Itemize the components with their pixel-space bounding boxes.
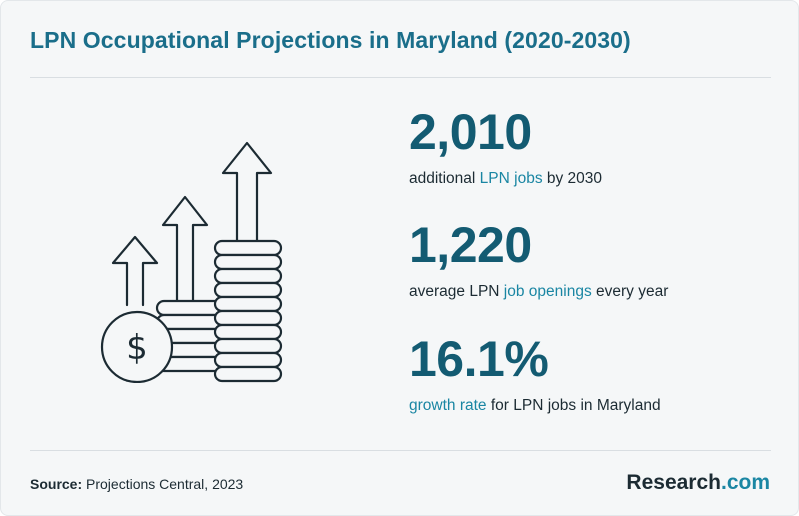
stat-value: 16.1% (409, 331, 549, 387)
highlight-text: job openings (503, 283, 592, 300)
stat-additional-jobs: 2,010 additional LPN jobs by 2030 (409, 107, 602, 187)
arrow-up-icon (111, 235, 159, 307)
bottom-divider (30, 450, 771, 451)
stat-description: average LPN job openings every year (409, 283, 669, 300)
source-citation: Source: Projections Central, 2023 (30, 476, 244, 492)
dollar-coin-icon (100, 310, 174, 383)
highlight-text: growth rate (409, 397, 487, 414)
page-title: LPN Occupational Projections in Maryland… (30, 27, 631, 53)
stat-description: additional LPN jobs by 2030 (409, 170, 603, 187)
top-divider (30, 77, 771, 78)
arrow-up-icon (221, 141, 273, 243)
stat-value: 1,220 (409, 217, 532, 273)
coin-stack-icon (213, 239, 283, 383)
brand-logo: Research.com (626, 471, 770, 494)
stat-growth-rate: 16.1% growth rate for LPN jobs in Maryla… (409, 334, 661, 414)
stat-value: 2,010 (409, 104, 532, 160)
stat-job-openings: 1,220 average LPN job openings every yea… (409, 220, 668, 300)
highlight-text: LPN jobs (479, 170, 543, 187)
stat-description: growth rate for LPN jobs in Maryland (409, 397, 661, 414)
dollar-symbol: $ (126, 328, 148, 368)
arrow-up-icon (161, 195, 209, 303)
money-growth-icon: $ (100, 141, 283, 383)
